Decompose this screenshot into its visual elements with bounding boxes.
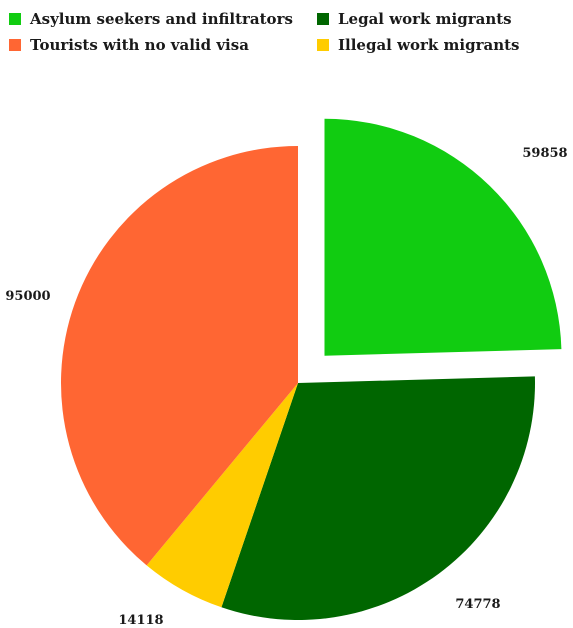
legend-swatch-illegal-work-migrants: [317, 39, 329, 51]
legend-swatch-tourists: [9, 39, 21, 51]
legend-item-tourists: Tourists with no valid visa: [9, 36, 249, 54]
data-label-asylum-seekers: 59858: [522, 146, 567, 161]
legend-swatch-legal-work-migrants: [317, 13, 329, 25]
pie-slice-asylum-seekers: [324, 118, 562, 356]
pie-slice-legal-work-migrants: [221, 376, 536, 620]
legend-item-legal-work-migrants: Legal work migrants: [317, 10, 512, 28]
legend-label-asylum-seekers: Asylum seekers and infiltrators: [29, 10, 293, 28]
legend-label-legal-work-migrants: Legal work migrants: [338, 10, 512, 28]
legend: Asylum seekers and infiltrators Legal wo…: [9, 10, 519, 54]
pie-slice-illegal-work-migrants: [146, 383, 298, 608]
data-label-illegal-work-migrants: 14118: [118, 613, 163, 628]
legend-item-asylum-seekers: Asylum seekers and infiltrators: [9, 10, 293, 28]
legend-label-illegal-work-migrants: Illegal work migrants: [338, 36, 519, 54]
data-label-legal-work-migrants: 74778: [455, 597, 500, 612]
legend-label-tourists: Tourists with no valid visa: [30, 36, 249, 54]
legend-swatch-asylum-seekers: [9, 13, 21, 25]
pie-slice-tourists: [61, 146, 299, 566]
pie-slices: [61, 118, 562, 620]
legend-item-illegal-work-migrants: Illegal work migrants: [317, 36, 519, 54]
data-label-tourists: 95000: [5, 289, 50, 304]
data-labels: 59858 74778 14118 95000: [5, 146, 567, 628]
